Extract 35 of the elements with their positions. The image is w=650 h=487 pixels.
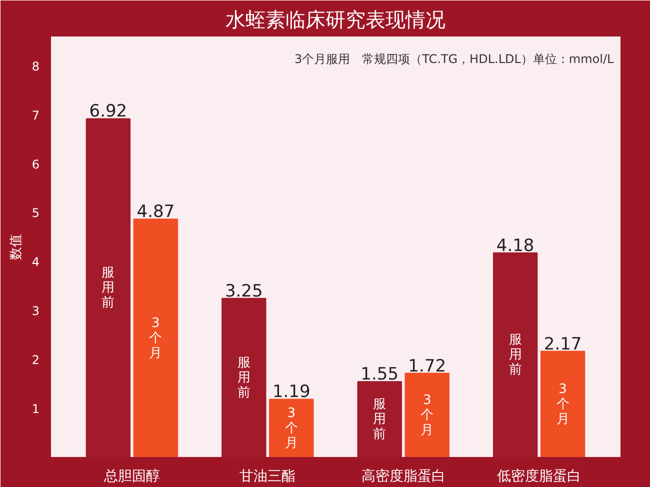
text: 服用前 xyxy=(237,355,250,400)
y-tick-label: 3 xyxy=(32,304,40,318)
bar xyxy=(540,350,586,458)
y-tick-label: 1 xyxy=(32,402,40,416)
series-label: 服用前 xyxy=(508,332,522,378)
chart-title: 水蛭素临床研究表现情况 xyxy=(226,8,446,32)
x-tick-label: 甘油三酯 xyxy=(240,468,296,484)
text: 服用前 xyxy=(102,266,115,311)
x-tick-label: 总胆固醇 xyxy=(102,468,160,484)
y-tick-label: 5 xyxy=(32,206,40,220)
bar xyxy=(133,218,178,458)
text: 3个月 xyxy=(149,316,162,361)
data-label: 2.17 xyxy=(544,334,582,354)
text: 3个月 xyxy=(420,392,434,438)
text: 3个月 xyxy=(556,382,570,427)
data-label: 1.72 xyxy=(408,356,446,376)
data-label: 4.87 xyxy=(136,202,175,222)
y-axis-title: 数值 xyxy=(8,234,24,260)
data-label: 4.18 xyxy=(496,236,534,256)
data-label: 1.19 xyxy=(272,382,310,402)
data-label: 1.55 xyxy=(360,364,399,385)
x-tick-label: 高密度脂蛋白 xyxy=(361,468,446,484)
bar xyxy=(404,372,450,458)
data-label: 6.92 xyxy=(89,102,128,122)
y-tick-label: 4 xyxy=(32,255,40,270)
bar xyxy=(269,398,314,458)
text: 服用前 xyxy=(373,397,386,442)
data-label: 3.25 xyxy=(224,281,263,302)
x-tick-label: 低密度脂蛋白 xyxy=(497,468,582,484)
y-tick-label: 8 xyxy=(32,59,40,74)
series-label: 3个月 xyxy=(284,406,298,451)
y-tick-label: 6 xyxy=(32,157,40,172)
text: 3个月服用 常规四项（TC.TG，HDL.LDL）单位：mmol/L xyxy=(294,52,614,66)
y-tick-label: 2 xyxy=(32,353,40,368)
y-tick-label: 7 xyxy=(32,108,40,122)
